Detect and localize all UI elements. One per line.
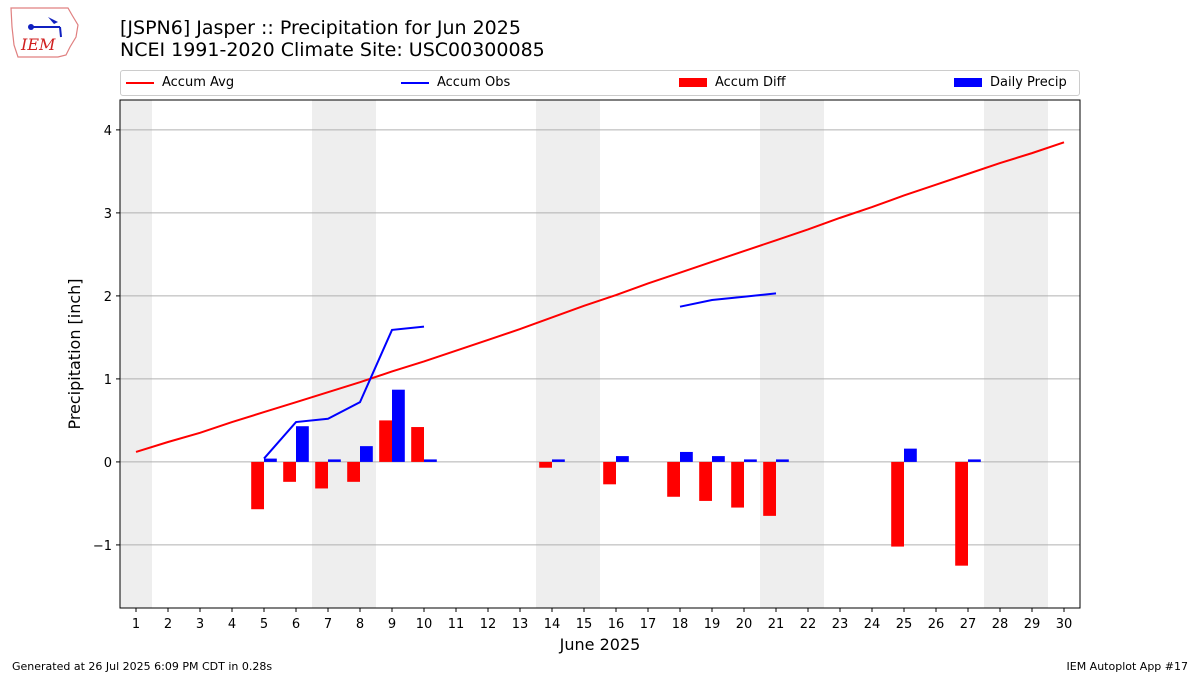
x-tick-label: 7 — [324, 617, 332, 632]
legend: Accum Avg Accum Obs Accum Diff Daily Pre… — [120, 70, 1080, 96]
y-tick-label: −1 — [93, 539, 112, 554]
legend-label: Accum Avg — [162, 75, 235, 90]
legend-swatch — [401, 81, 429, 84]
weekend-band — [1016, 100, 1048, 608]
weekend-band — [984, 100, 1016, 608]
x-tick-label: 17 — [640, 617, 657, 632]
x-tick-label: 29 — [1024, 617, 1041, 632]
daily-precip-bar — [328, 459, 341, 462]
weekend-band — [312, 100, 344, 608]
accum-diff-bar — [283, 461, 296, 482]
accum-avg-line — [135, 141, 1065, 453]
accum-diff-bar — [411, 427, 424, 462]
x-tick-label: 3 — [196, 617, 204, 632]
y-tick-label: 2 — [104, 290, 112, 305]
x-tick-label: 20 — [736, 617, 753, 632]
legend-label: Accum Obs — [437, 75, 511, 90]
legend-swatch — [679, 78, 707, 87]
x-tick-label: 2 — [164, 617, 172, 632]
plot-frame — [119, 99, 1081, 609]
daily-precip-bar — [424, 459, 437, 462]
chart-title: [JSPN6] Jasper :: Precipitation for Jun … — [120, 17, 521, 39]
y-axis-label: Precipitation [inch] — [65, 278, 84, 429]
daily-precip-bar — [552, 459, 565, 462]
weekend-band — [536, 100, 568, 608]
daily-precip-bar — [968, 459, 981, 462]
weekend-band — [344, 100, 376, 608]
x-tick-label: 16 — [608, 617, 625, 632]
weekend-band — [120, 100, 152, 608]
daily-precip-bar — [904, 448, 917, 462]
daily-precip-bar — [744, 459, 757, 462]
app-label: IEM Autoplot App #17 — [1066, 660, 1189, 673]
accum-diff-bar — [763, 461, 776, 516]
x-tick-label: 6 — [292, 617, 300, 632]
daily-precip-bar — [264, 458, 277, 462]
weekend-band — [568, 100, 600, 608]
x-tick-label: 12 — [480, 617, 497, 632]
x-tick-label: 10 — [416, 617, 433, 632]
y-tick-label: 0 — [104, 456, 112, 471]
legend-accum-avg: Accum Avg — [126, 75, 234, 90]
x-tick-label: 27 — [960, 617, 977, 632]
x-tick-label: 19 — [704, 617, 721, 632]
x-tick-label: 22 — [800, 617, 817, 632]
weekend-band — [792, 100, 824, 608]
x-tick-label: 23 — [832, 617, 849, 632]
accum-obs-line — [263, 325, 425, 460]
daily-precip-bar — [360, 446, 373, 462]
iem-logo: IEM — [8, 5, 80, 59]
legend-label: Daily Precip — [990, 75, 1067, 90]
legend-label: Accum Diff — [715, 75, 786, 90]
x-tick-label: 8 — [356, 617, 364, 632]
legend-swatch — [954, 78, 982, 87]
y-tick-label: 3 — [104, 207, 112, 222]
x-tick-label: 28 — [992, 617, 1009, 632]
generated-timestamp: Generated at 26 Jul 2025 6:09 PM CDT in … — [12, 660, 273, 673]
y-tick-label: 1 — [104, 373, 112, 388]
legend-accum-diff: Accum Diff — [679, 75, 786, 90]
x-tick-label: 4 — [228, 617, 236, 632]
accum-diff-bar — [379, 420, 392, 462]
daily-precip-bar — [616, 456, 629, 462]
x-tick-label: 25 — [896, 617, 913, 632]
x-tick-label: 14 — [544, 617, 561, 632]
weekend-band — [760, 100, 792, 608]
accum-diff-bar — [667, 461, 680, 497]
x-tick-label: 9 — [388, 617, 396, 632]
legend-accum-obs: Accum Obs — [401, 75, 510, 90]
chart-subtitle: NCEI 1991-2020 Climate Site: USC00300085 — [120, 39, 545, 61]
logo-text: IEM — [21, 35, 56, 54]
x-axis-label: June 2025 — [559, 635, 641, 654]
x-tick-label: 13 — [512, 617, 529, 632]
accum-obs-line — [679, 292, 777, 308]
accum-diff-bar — [955, 461, 968, 566]
x-tick-label: 1 — [132, 617, 140, 632]
accum-diff-bar — [315, 461, 328, 489]
x-tick-label: 11 — [448, 617, 465, 632]
x-tick-label: 15 — [576, 617, 593, 632]
y-tick-label: 4 — [104, 124, 112, 139]
x-tick-label: 26 — [928, 617, 945, 632]
daily-precip-bar — [296, 426, 309, 462]
accum-diff-bar — [539, 461, 552, 468]
accum-diff-bar — [603, 461, 616, 485]
daily-precip-bar — [680, 451, 693, 462]
legend-swatch — [126, 81, 154, 84]
accum-diff-bar — [347, 461, 360, 482]
x-tick-label: 21 — [768, 617, 785, 632]
x-tick-label: 5 — [260, 617, 268, 632]
daily-precip-bar — [392, 389, 405, 462]
accum-diff-bar — [731, 461, 744, 508]
accum-diff-bar — [891, 461, 904, 547]
legend-daily-precip: Daily Precip — [954, 75, 1067, 90]
accum-diff-bar — [251, 461, 264, 510]
x-tick-label: 24 — [864, 617, 881, 632]
x-tick-label: 30 — [1056, 617, 1073, 632]
daily-precip-bar — [776, 459, 789, 462]
x-tick-label: 18 — [672, 617, 689, 632]
accum-diff-bar — [699, 461, 712, 501]
daily-precip-bar — [712, 456, 725, 462]
